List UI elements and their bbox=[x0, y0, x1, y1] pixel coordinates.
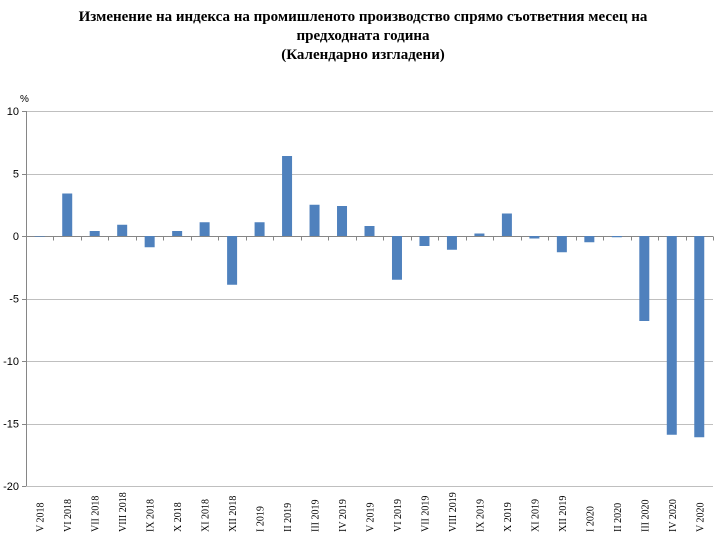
bar bbox=[556, 236, 567, 253]
chart-title-line-1: Изменение на индекса на промишленото про… bbox=[78, 9, 648, 25]
bar bbox=[144, 236, 155, 248]
y-tick-label: 0 bbox=[13, 231, 19, 243]
x-tick-label: IX 2019 bbox=[475, 499, 486, 532]
bar bbox=[446, 236, 457, 250]
gridlines bbox=[26, 111, 713, 487]
bar bbox=[309, 204, 320, 236]
chart-title: Изменение на индекса на промишленото про… bbox=[0, 8, 726, 65]
bar bbox=[199, 222, 210, 236]
x-tick-label: IX 2018 bbox=[146, 499, 157, 532]
x-tick-label: X 2019 bbox=[503, 502, 514, 532]
bar bbox=[611, 236, 622, 238]
bars bbox=[34, 156, 705, 438]
x-tick-label: I 2019 bbox=[256, 506, 267, 532]
x-tick-label: VII 2018 bbox=[91, 496, 102, 532]
x-tick-label: V 2019 bbox=[366, 502, 377, 532]
bar bbox=[501, 213, 512, 236]
x-tick-label: XI 2018 bbox=[201, 499, 212, 532]
x-tick-label: IV 2020 bbox=[668, 499, 679, 532]
x-tick-label: XII 2018 bbox=[228, 496, 239, 532]
x-tick-label: X 2018 bbox=[173, 502, 184, 532]
bar bbox=[666, 236, 677, 435]
bar bbox=[364, 226, 375, 236]
x-tick-label: II 2020 bbox=[613, 503, 624, 532]
y-tick-label: 10 bbox=[7, 106, 19, 118]
bar bbox=[419, 236, 430, 246]
bar bbox=[172, 231, 183, 236]
x-tick-label: XII 2019 bbox=[558, 496, 569, 532]
chart-title-line-3: (Календарно изгладени) bbox=[281, 47, 445, 63]
bar bbox=[474, 233, 485, 236]
x-tick-label: VIII 2019 bbox=[448, 492, 459, 532]
axes bbox=[22, 111, 714, 487]
bar bbox=[337, 206, 348, 236]
y-tick-label: -20 bbox=[3, 481, 19, 493]
x-tick-label: V 2020 bbox=[695, 502, 706, 532]
bar bbox=[282, 156, 293, 236]
bar bbox=[89, 231, 100, 236]
bar bbox=[62, 193, 73, 236]
bar bbox=[227, 236, 238, 285]
bar bbox=[254, 222, 265, 236]
chart-title-line-2: предходната година bbox=[296, 28, 430, 44]
x-tick-label: III 2019 bbox=[311, 500, 322, 533]
x-tick-label: I 2020 bbox=[585, 506, 596, 532]
x-tick-label: V 2018 bbox=[36, 502, 47, 532]
x-tick-label: XI 2019 bbox=[530, 499, 541, 532]
y-tick-label: -5 bbox=[9, 294, 19, 306]
bar bbox=[391, 236, 402, 280]
x-tick-label: IV 2019 bbox=[338, 499, 349, 532]
y-tick-label: -15 bbox=[3, 419, 19, 431]
x-tick-label: III 2020 bbox=[640, 500, 651, 533]
x-tick-label: VII 2019 bbox=[420, 496, 431, 532]
bar bbox=[639, 236, 650, 321]
bar bbox=[529, 236, 540, 239]
y-tick-labels: 10 5 0 -5 -10 -15 -20 bbox=[3, 106, 19, 493]
x-tick-label: VI 2018 bbox=[63, 499, 74, 532]
x-tick-label: II 2019 bbox=[283, 503, 294, 532]
y-axis-unit-label: % bbox=[20, 94, 29, 105]
x-tick-label: VIII 2018 bbox=[118, 492, 129, 532]
x-tick-labels: V 2018 VI 2018 VII 2018 VIII 2018 IX 2018 X 2… bbox=[36, 492, 707, 532]
y-tick-label: 5 bbox=[13, 169, 19, 181]
bar bbox=[584, 236, 595, 243]
x-tick-label: VI 2019 bbox=[393, 499, 404, 532]
bar bbox=[117, 224, 128, 236]
bar bbox=[694, 236, 705, 438]
bar bbox=[34, 236, 45, 237]
y-tick-label: -10 bbox=[3, 356, 19, 368]
